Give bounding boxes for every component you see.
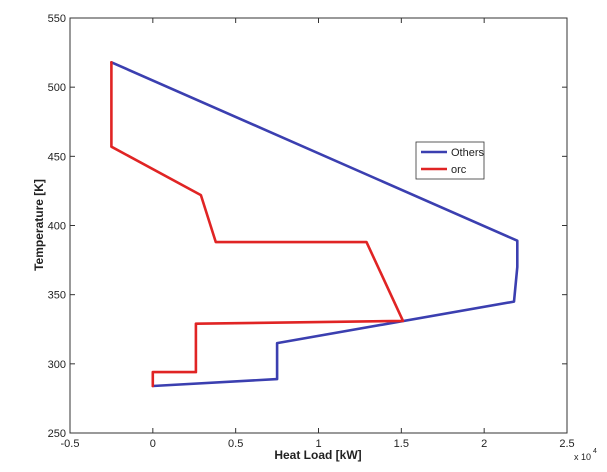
series-layer <box>110 60 519 388</box>
x-tick-label: 1.5 <box>394 438 409 450</box>
x-multiplier-exponent: 4 <box>593 448 597 455</box>
x-tick-label: 0.5 <box>228 438 243 450</box>
x-axis-title: Heat Load [kW] <box>274 448 361 462</box>
y-tick-label: 500 <box>48 82 66 94</box>
legend-box <box>415 141 485 180</box>
series-line-orc <box>110 60 405 388</box>
ticks-layer: -0.5 0 0.5 1 1.5 2 2.5 250 300 350 400 450 500 550 <box>48 13 575 450</box>
x-tick-label: -0.5 <box>61 438 80 450</box>
x-tick-label: 2.5 <box>559 438 574 450</box>
y-tick-label: 450 <box>48 151 66 163</box>
x-tick-label: 1 <box>315 438 321 450</box>
x-tick-label: 0 <box>150 438 156 450</box>
legend: Others orc <box>415 141 485 180</box>
y-tick-label: 400 <box>48 221 66 233</box>
legend-label-orc: orc <box>451 164 467 176</box>
y-tick-label: 550 <box>48 13 66 25</box>
x-tick-label: 2 <box>481 438 487 450</box>
y-tick-label: 250 <box>48 428 66 440</box>
y-tick-label: 350 <box>48 290 66 302</box>
legend-label-others: Others <box>451 147 485 159</box>
plot-area <box>69 17 568 434</box>
y-tick-label: 300 <box>48 359 66 371</box>
series-line-others <box>110 60 519 388</box>
x-multiplier-label: x 10 <box>574 452 591 462</box>
y-axis-title: Temperature [K] <box>32 179 46 271</box>
